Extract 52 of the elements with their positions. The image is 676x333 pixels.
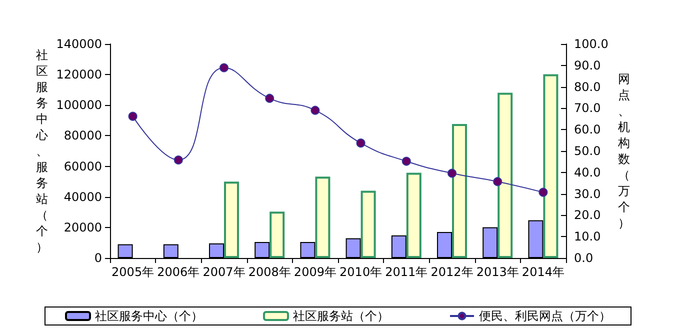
y-tick-label: 80000: [64, 128, 102, 143]
y2-tick-label: 80.0: [574, 80, 601, 94]
x-tick-label: 2013年: [476, 265, 519, 279]
x-tick-label: 2007年: [202, 265, 246, 279]
point: [220, 63, 228, 72]
bar: [360, 190, 376, 258]
y-tick-label: 0: [94, 251, 102, 265]
x-tick-label: 2006年: [157, 265, 200, 279]
y-tick-label: 120000: [56, 68, 102, 82]
text: 社区服务中心、服务站（个）: [36, 48, 48, 254]
bar: [224, 182, 239, 258]
bar: [452, 124, 467, 258]
legend-label: 便民、利民网点（万个）: [479, 309, 611, 323]
x-tick-label: 2012年: [430, 265, 474, 279]
bar: [498, 92, 513, 258]
y-tick-label: 60000: [64, 159, 102, 174]
bar: [543, 74, 558, 258]
y2-tick-label: 100.0: [574, 37, 608, 51]
x-tick-label: 2010年: [340, 265, 382, 279]
legend-label: 社区服务站（个）: [293, 309, 389, 323]
y-tick-label: 40000: [64, 190, 102, 204]
point: [493, 177, 502, 186]
bar: [315, 176, 330, 258]
point: [128, 112, 138, 121]
text: 网点、机构数（万个）: [618, 72, 630, 230]
y2-tick-label: 30.0: [574, 186, 601, 201]
bar: [406, 172, 422, 258]
point: [538, 188, 548, 197]
point: [356, 138, 366, 148]
y-tick-label: 20000: [64, 220, 102, 234]
point: [265, 94, 274, 103]
point: [174, 155, 183, 164]
y-tick-label: 100000: [56, 98, 102, 112]
y2-tick-label: 90.0: [574, 58, 601, 72]
point: [402, 156, 411, 166]
point: [448, 168, 456, 178]
x-tick-label: 2005年: [112, 265, 154, 279]
bar: [270, 212, 285, 258]
x-tick-label: 2008年: [248, 265, 291, 279]
y2-tick-label: 20.0: [574, 208, 601, 222]
x-tick-label: 2011年: [385, 265, 428, 279]
y2-tick-label: 40.0: [574, 165, 601, 180]
y2-tick-label: 50.0: [574, 144, 601, 158]
point: [310, 106, 320, 115]
x-tick-label: 2014年: [522, 265, 564, 279]
y2-tick-label: 10.0: [574, 230, 601, 244]
legend-label: 社区服务中心（个）: [95, 309, 203, 323]
y2-tick-label: 60.0: [574, 122, 601, 137]
y2-tick-label: 70.0: [574, 101, 601, 116]
y2-tick-label: 0.0: [574, 251, 594, 265]
y-tick-label: 140000: [56, 37, 102, 51]
x-tick-label: 2009年: [294, 265, 336, 279]
